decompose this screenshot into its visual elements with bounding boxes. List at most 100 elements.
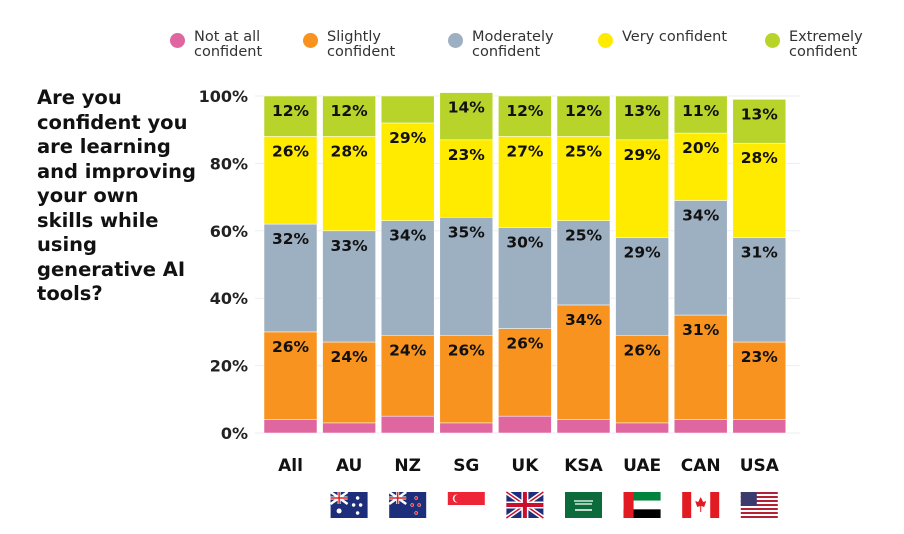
bar-segment bbox=[732, 419, 787, 434]
data-label: 13% bbox=[624, 102, 662, 120]
legend-swatch bbox=[765, 33, 780, 48]
legend-item: Not at all confident bbox=[170, 30, 304, 60]
data-label: 29% bbox=[624, 244, 662, 262]
uae-flag-icon bbox=[623, 492, 661, 518]
legend-swatch bbox=[303, 33, 318, 48]
data-label: 26% bbox=[506, 335, 544, 353]
y-tick-label: 0% bbox=[221, 424, 248, 443]
bar-segment bbox=[615, 422, 669, 434]
data-label: 13% bbox=[741, 105, 779, 123]
data-label: 12% bbox=[331, 102, 369, 120]
bar-segment bbox=[322, 95, 376, 137]
bar-segment bbox=[380, 415, 435, 434]
legend-item: Extremely confident bbox=[765, 30, 899, 60]
data-label: 26% bbox=[448, 341, 486, 359]
legend-swatch bbox=[448, 33, 463, 48]
x-tick-label: CAN bbox=[681, 456, 721, 476]
saudi-arabia-flag-icon bbox=[565, 492, 602, 518]
data-label: 34% bbox=[682, 206, 720, 224]
bar-segment bbox=[615, 95, 669, 141]
data-label: 31% bbox=[741, 244, 779, 262]
y-tick-label: 80% bbox=[210, 154, 248, 173]
bar-segment bbox=[380, 95, 435, 124]
data-label: 20% bbox=[682, 139, 720, 157]
data-label: 30% bbox=[506, 233, 544, 251]
bar-segment bbox=[615, 139, 669, 238]
data-label: 14% bbox=[448, 99, 486, 117]
bar-segment bbox=[263, 331, 318, 420]
legend-swatch bbox=[170, 33, 185, 48]
bar-segment bbox=[322, 341, 376, 424]
legend-swatch bbox=[598, 33, 613, 48]
legend-label: Moderately confident bbox=[472, 29, 554, 60]
bar-segment bbox=[556, 136, 611, 221]
bar-segment bbox=[380, 220, 435, 336]
data-label: 26% bbox=[272, 338, 310, 356]
data-label: 34% bbox=[565, 311, 603, 329]
bar-segment bbox=[498, 136, 552, 228]
data-label: 24% bbox=[331, 348, 369, 366]
usa-flag-icon bbox=[740, 492, 778, 518]
legend-label: Extremely confident bbox=[789, 29, 863, 60]
data-label: 28% bbox=[331, 142, 369, 160]
data-label: 33% bbox=[331, 237, 369, 255]
legend-item: Slightly confident bbox=[303, 30, 437, 60]
y-tick-label: 100% bbox=[199, 87, 248, 106]
bar-segment bbox=[673, 95, 728, 134]
new-zealand-flag-icon bbox=[388, 490, 427, 518]
data-label: 26% bbox=[624, 341, 662, 359]
data-label: 32% bbox=[272, 230, 310, 248]
legend-item: Moderately confident bbox=[448, 30, 582, 60]
bar-segment bbox=[615, 335, 669, 424]
data-label: 34% bbox=[389, 227, 427, 245]
legend-label: Not at all confident bbox=[194, 29, 263, 60]
data-label: 25% bbox=[565, 227, 603, 245]
data-label: 12% bbox=[565, 102, 603, 120]
singapore-flag-icon bbox=[447, 492, 485, 518]
data-label: 35% bbox=[448, 223, 486, 241]
bar-segment bbox=[673, 200, 728, 316]
bar-segment bbox=[498, 328, 552, 417]
x-tick-label: UAE bbox=[623, 456, 661, 476]
bar-segment bbox=[322, 422, 376, 434]
x-tick-label: UK bbox=[511, 456, 539, 476]
bar-segment bbox=[439, 217, 494, 336]
bar-segment bbox=[498, 95, 552, 137]
bar-segment bbox=[556, 220, 611, 306]
bar-segment bbox=[615, 237, 669, 336]
bar-segment bbox=[439, 92, 494, 141]
bar-segment bbox=[380, 122, 435, 221]
data-label: 23% bbox=[741, 348, 779, 366]
bar-segment bbox=[439, 335, 494, 424]
bar-segment bbox=[732, 341, 787, 420]
y-tick-label: 60% bbox=[210, 222, 248, 241]
data-label: 28% bbox=[741, 149, 779, 167]
data-label: 11% bbox=[682, 102, 720, 120]
bar-segment bbox=[498, 415, 552, 434]
y-tick-label: 20% bbox=[210, 357, 248, 376]
legend-label: Slightly confident bbox=[327, 29, 396, 60]
x-tick-label: NZ bbox=[394, 456, 421, 476]
bar-segment bbox=[732, 237, 787, 343]
data-label: 24% bbox=[389, 341, 427, 359]
data-label: 27% bbox=[506, 142, 544, 160]
data-label: 12% bbox=[506, 102, 544, 120]
data-label: 25% bbox=[565, 142, 603, 160]
bar-segment bbox=[556, 95, 611, 137]
data-label: 29% bbox=[624, 146, 662, 164]
bar-segment bbox=[439, 422, 494, 434]
question-title: Are you confident you are learning and i… bbox=[37, 86, 196, 305]
x-tick-label: USA bbox=[740, 456, 780, 476]
data-label: 31% bbox=[682, 321, 720, 339]
x-tick-label: All bbox=[278, 456, 303, 476]
data-label: 23% bbox=[448, 146, 486, 164]
bar-segment bbox=[556, 419, 611, 434]
x-tick-label: SG bbox=[453, 456, 479, 476]
bar-segment bbox=[673, 132, 728, 201]
bar-segment bbox=[498, 227, 552, 329]
data-label: 26% bbox=[272, 142, 310, 160]
y-tick-label: 40% bbox=[210, 289, 248, 308]
bar-segment bbox=[322, 136, 376, 232]
legend-item: Very confident bbox=[598, 30, 732, 48]
bar-segment bbox=[263, 136, 318, 225]
